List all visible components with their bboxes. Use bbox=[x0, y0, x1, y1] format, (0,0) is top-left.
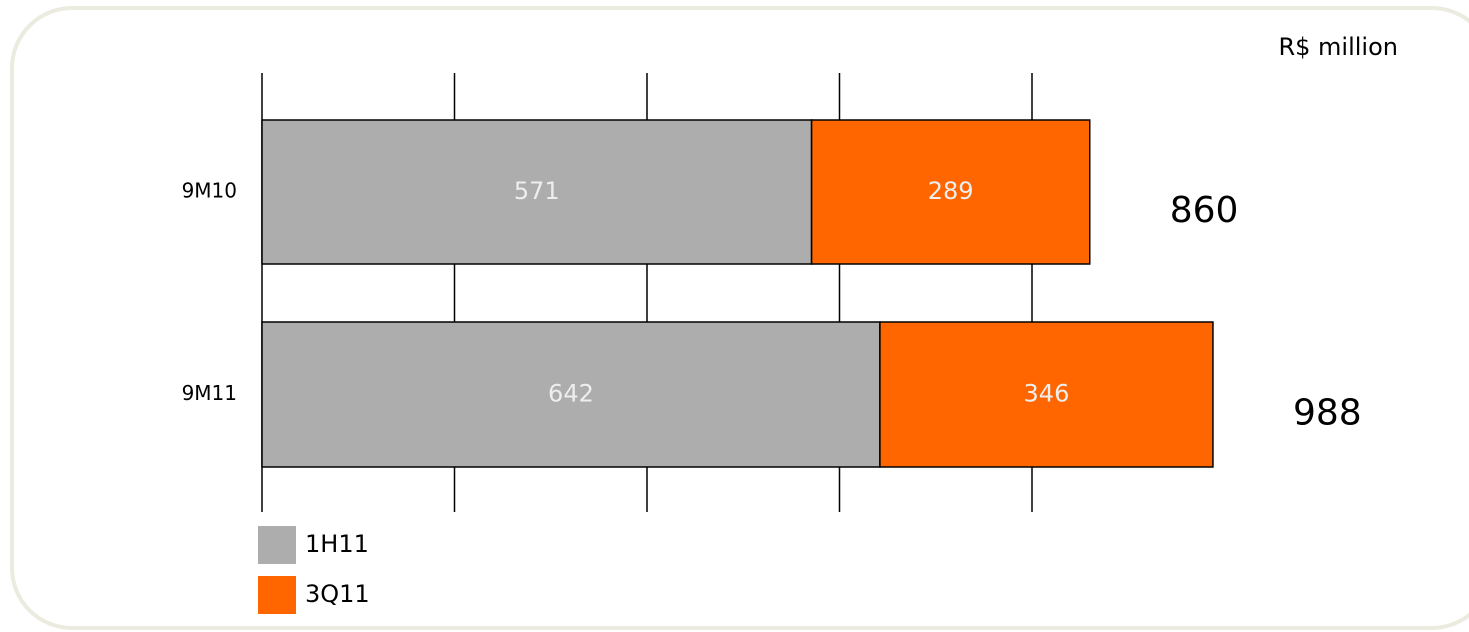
unit-label: R$ million bbox=[1278, 33, 1398, 61]
bar-segment bbox=[261, 321, 881, 468]
segment-label: 289 bbox=[928, 177, 974, 205]
segment-label: 642 bbox=[548, 380, 594, 408]
total-label: 988 bbox=[1293, 393, 1362, 434]
total-label: 860 bbox=[1170, 190, 1239, 231]
legend-label: 1H11 bbox=[305, 530, 369, 558]
legend-swatch bbox=[258, 576, 296, 614]
panel-frame bbox=[10, 6, 1469, 630]
bar-segment bbox=[261, 119, 813, 265]
bar-segment bbox=[810, 119, 1091, 265]
bar-segment bbox=[879, 321, 1214, 468]
category-label: 9M11 bbox=[182, 381, 237, 405]
category-label: 9M10 bbox=[182, 179, 237, 203]
legend-swatch bbox=[258, 526, 296, 564]
segment-label: 571 bbox=[514, 177, 560, 205]
segment-label: 346 bbox=[1024, 380, 1070, 408]
legend-label: 3Q11 bbox=[305, 580, 370, 608]
